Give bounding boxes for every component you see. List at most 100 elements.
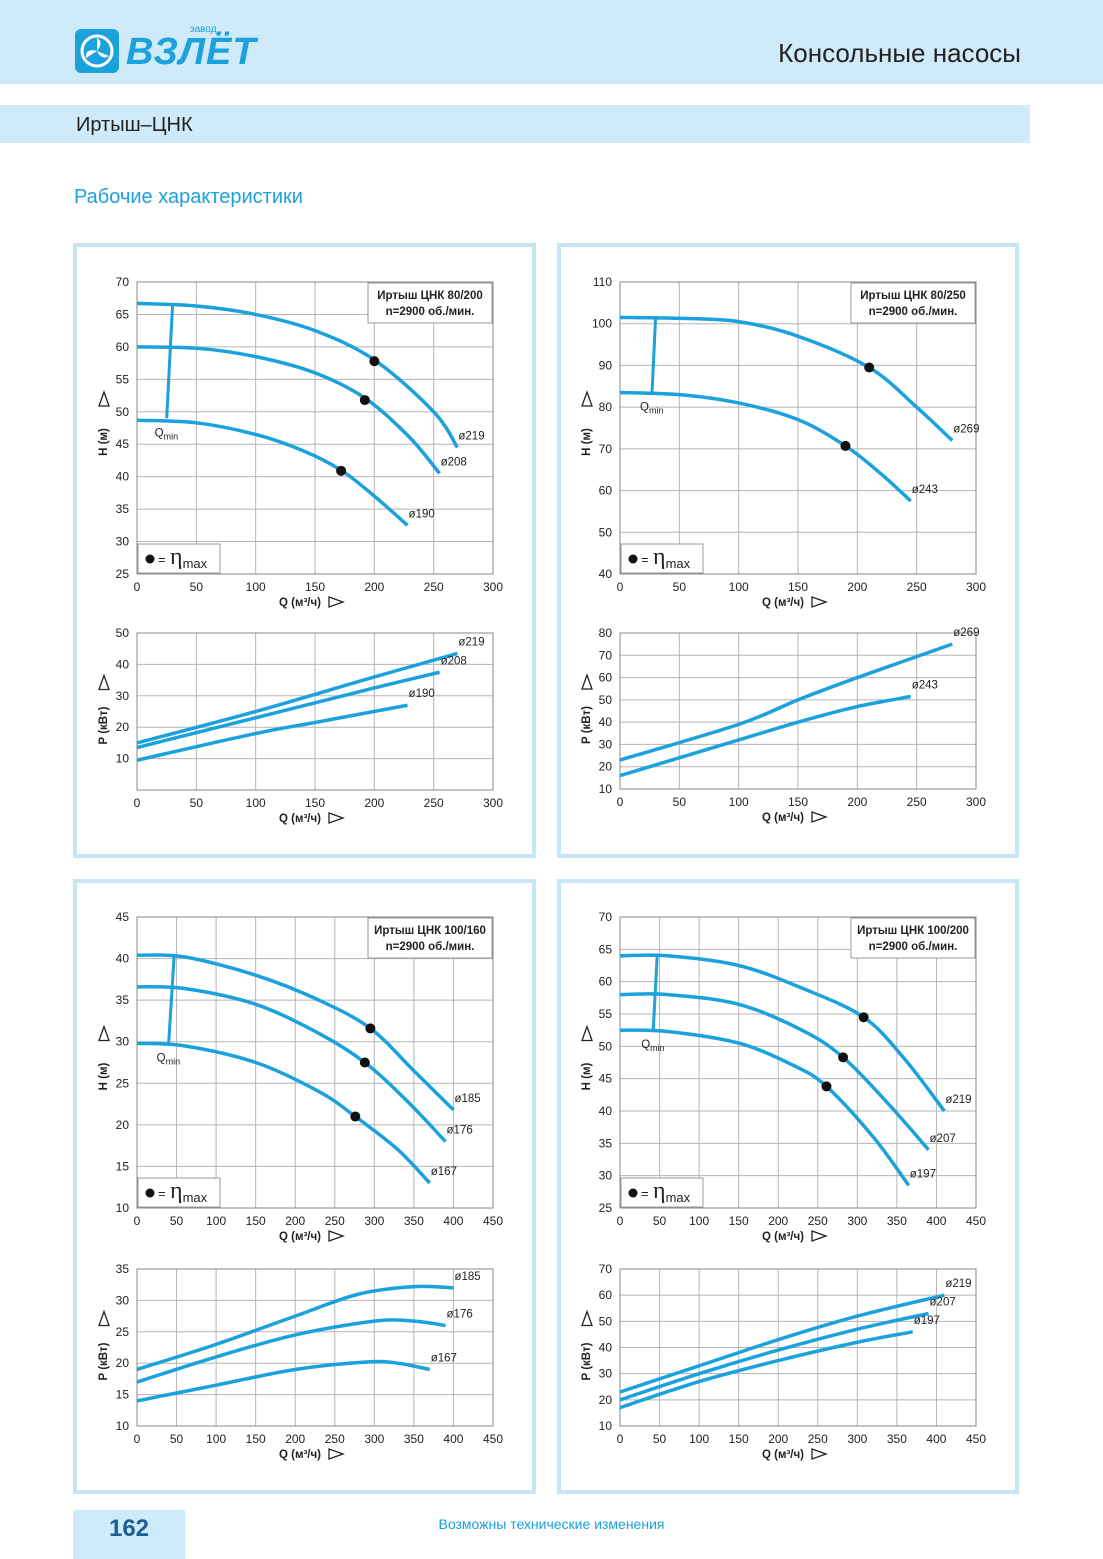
x-tick-label: 250 (325, 1214, 345, 1228)
eta-max-point (864, 362, 875, 373)
curve-label: ø167 (431, 1352, 457, 1364)
chart-subtitle: n=2900 об./мин. (386, 941, 475, 953)
axis-arrow (328, 596, 345, 608)
y-tick-label: 40 (116, 952, 130, 966)
x-tick-label: 150 (246, 1214, 266, 1228)
qmin-line (165, 304, 175, 419)
y-tick-label: 40 (599, 715, 613, 729)
y-tick-label: 20 (116, 720, 130, 734)
x-tick-label: 0 (134, 1432, 141, 1446)
curve (136, 1041, 431, 1185)
x-tick-label: 50 (170, 1214, 184, 1228)
legend-label: ηmax (170, 1178, 208, 1205)
curve-label: ø219 (945, 1278, 971, 1290)
x-tick-label: 50 (190, 580, 204, 594)
y-tick-label: 110 (593, 275, 612, 289)
x-tick-label: 100 (689, 1432, 709, 1446)
x-tick-label: 150 (729, 1214, 749, 1228)
eta-max-point (838, 1052, 849, 1063)
y-tick-label: 35 (116, 1262, 130, 1276)
plot-border (136, 281, 494, 575)
y-tick-label: 30 (116, 535, 130, 549)
subheader-title: Иртыш–ЦНК (76, 114, 193, 136)
x-tick-label: 50 (190, 796, 204, 810)
y-tick-label: 70 (599, 910, 613, 924)
y-tick-label: 40 (116, 657, 130, 671)
axis-arrow (811, 811, 828, 823)
x-axis-label: Q (м³/ч) (762, 597, 804, 609)
y-tick-label: 50 (599, 1039, 613, 1053)
y-tick-label: 10 (116, 1201, 130, 1215)
qmin-label-sub: min (649, 406, 664, 416)
x-tick-label: 400 (443, 1214, 463, 1228)
y-tick-label: 40 (599, 1104, 613, 1118)
y-tick-label: 70 (599, 648, 613, 662)
axis-arrow (581, 673, 593, 690)
y-tick-label: 25 (599, 1201, 613, 1215)
curve-label: ø185 (454, 1093, 480, 1105)
x-tick-label: 100 (206, 1432, 226, 1446)
curve (619, 1330, 914, 1410)
panel (73, 243, 536, 858)
qmin-label-sub: min (164, 431, 179, 441)
x-tick-label: 300 (364, 1214, 384, 1228)
x-tick-label: 300 (847, 1214, 867, 1228)
curve (619, 992, 930, 1151)
qmin-label-sub: min (166, 1056, 181, 1066)
curve (136, 984, 447, 1143)
axis-arrow (328, 1230, 345, 1242)
curve-label: ø190 (409, 508, 435, 520)
eta-max-point (365, 1023, 376, 1034)
axis-arrow (581, 390, 593, 407)
legend-marker (145, 1188, 155, 1198)
y-axis-label: H (м) (98, 428, 110, 456)
x-tick-label: 0 (134, 580, 141, 594)
x-tick-label: 0 (617, 795, 624, 809)
curve-label: ø219 (945, 1094, 971, 1106)
legend-symbol: η (653, 544, 666, 570)
curve (136, 301, 459, 449)
y-tick-label: 50 (599, 1314, 613, 1328)
qmin-line (167, 955, 176, 1044)
x-tick-label: 300 (483, 796, 503, 810)
x-tick-label: 400 (926, 1432, 946, 1446)
x-tick-label: 100 (689, 1214, 709, 1228)
y-tick-label: 35 (116, 502, 130, 516)
axis-arrow (811, 596, 828, 608)
x-axis-label: Q (м³/ч) (279, 813, 321, 825)
eta-max-point (369, 356, 380, 367)
x-tick-label: 0 (617, 1432, 624, 1446)
panel (73, 879, 536, 1494)
legend-subscript: max (183, 1190, 208, 1205)
page-number-band (73, 1510, 185, 1559)
x-tick-label: 450 (483, 1432, 503, 1446)
logo-text: ВЗЛЁТ (126, 31, 257, 73)
x-tick-label: 50 (653, 1432, 667, 1446)
x-tick-label: 100 (246, 796, 266, 810)
qmin-label: Qmin (155, 427, 178, 441)
y-tick-label: 60 (599, 1288, 613, 1302)
curve-label: ø197 (914, 1315, 940, 1327)
qmin-label-main: Q (155, 427, 164, 439)
y-tick-label: 20 (599, 760, 613, 774)
header-band (0, 0, 1103, 84)
x-tick-label: 250 (907, 580, 927, 594)
curve-label: ø207 (930, 1133, 956, 1145)
curve-label: ø190 (409, 688, 435, 700)
x-tick-label: 100 (729, 795, 749, 809)
x-tick-label: 150 (305, 580, 325, 594)
chart-subtitle: n=2900 об./мин. (869, 306, 958, 318)
chart-title: Иртыш ЦНК 80/250 (860, 290, 965, 302)
y-tick-label: 10 (599, 782, 613, 796)
y-tick-label: 40 (599, 1341, 613, 1355)
plot-border (136, 916, 494, 1209)
x-tick-label: 250 (424, 796, 444, 810)
x-tick-label: 350 (887, 1214, 907, 1228)
qmin-label-sub: min (650, 1043, 665, 1053)
axis-arrow (98, 673, 110, 691)
eta-max-point (350, 1111, 361, 1122)
legend-label: ηmax (653, 544, 691, 571)
y-tick-label: 45 (599, 1072, 613, 1086)
logo-icon (75, 29, 119, 73)
legend-marker (628, 1188, 638, 1198)
